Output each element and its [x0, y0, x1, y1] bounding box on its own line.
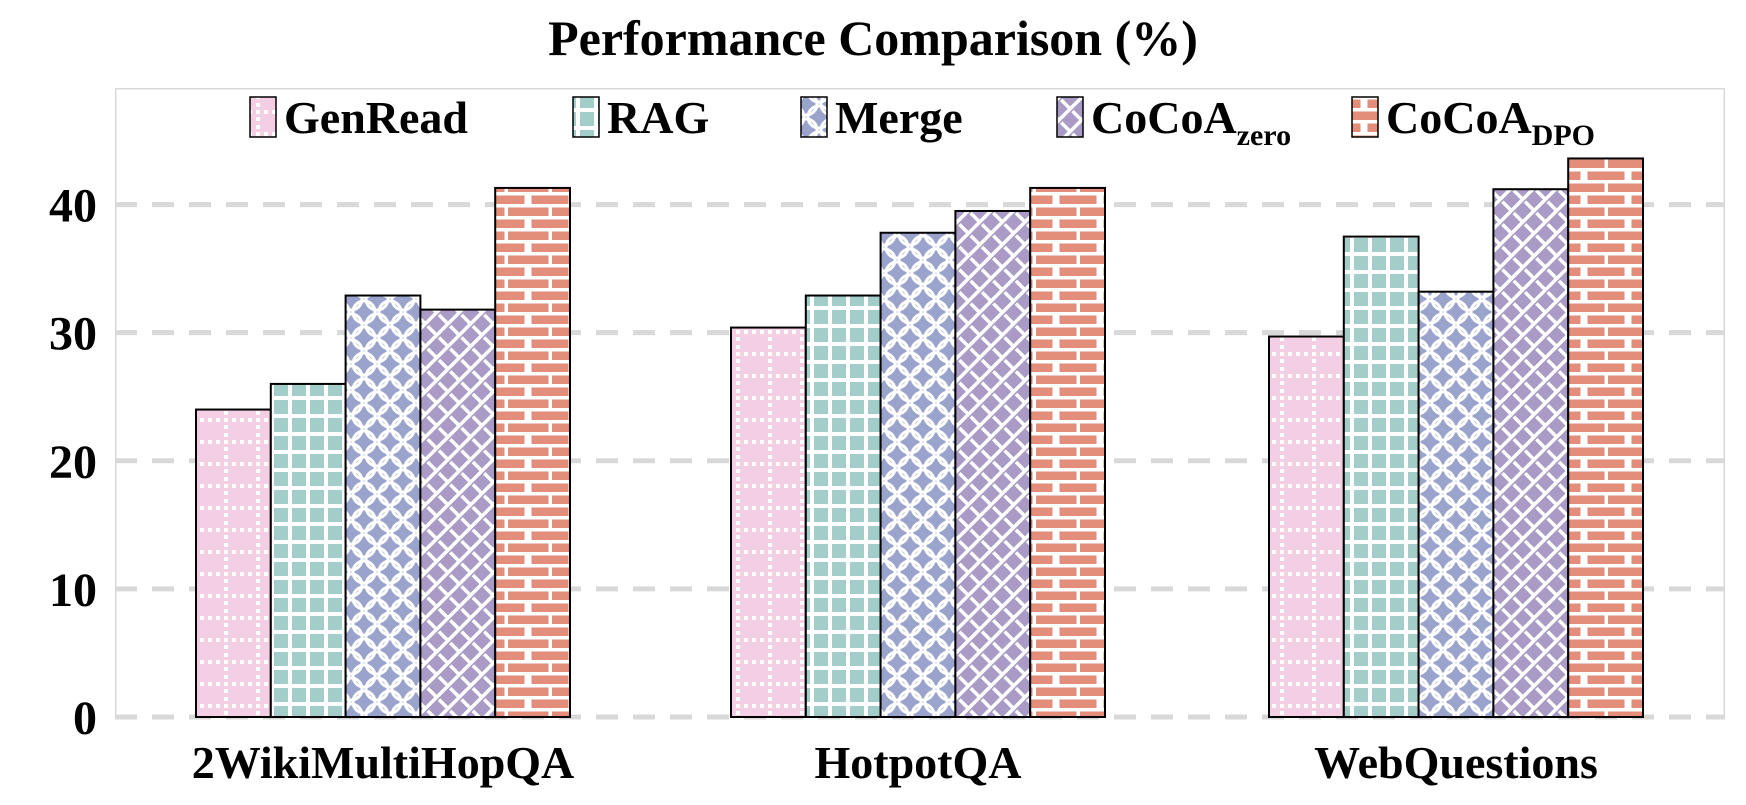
bar-cocoa-dpo-2wikimultihopqa — [494, 186, 572, 718]
bar-cocoa-zero-hotpotqa — [954, 209, 1032, 719]
plot-border — [115, 88, 1725, 717]
legend-label-genread: GenRead — [284, 92, 468, 143]
bar-cocoa-dpo-webquestions — [1567, 157, 1644, 718]
y-tick-label-30: 30 — [49, 308, 97, 361]
bar-rag-hotpotqa — [804, 294, 882, 718]
legend-swatch-rag — [572, 96, 600, 138]
bar-cocoa-dpo-hotpotqa — [1029, 186, 1106, 718]
y-tick-label-10: 10 — [49, 564, 97, 617]
bar-cocoa-zero-webquestions — [1492, 188, 1570, 718]
legend-swatch-cocoa-dpo — [1351, 96, 1379, 138]
legend-swatch-genread — [249, 96, 277, 138]
chart-title: Performance Comparison (%) — [548, 10, 1198, 66]
bar-rag-webquestions — [1342, 235, 1420, 718]
bar-genread-webquestions — [1268, 335, 1345, 718]
legend-label-rag: RAG — [607, 92, 709, 143]
x-tick-label-2wikimultihopqa: 2WikiMultiHopQA — [192, 737, 575, 788]
legend-swatch-merge — [800, 96, 828, 138]
y-tick-label-0: 0 — [73, 692, 97, 745]
x-tick-label-webquestions: WebQuestions — [1314, 737, 1598, 788]
bar-genread-2wikimultihopqa — [195, 408, 272, 718]
x-tick-label-hotpotqa: HotpotQA — [815, 737, 1022, 788]
bar-rag-2wikimultihopqa — [269, 382, 347, 718]
legend-label-merge: Merge — [835, 92, 963, 143]
y-tick-label-40: 40 — [49, 180, 97, 233]
bar-cocoa-zero-2wikimultihopqa — [419, 308, 497, 718]
bar-merge-2wikimultihopqa — [344, 294, 422, 718]
legend: GenRead RAG Merge CoCoAzero CoCoADPO — [249, 92, 1595, 152]
legend-swatch-cocoa-zero — [1056, 96, 1084, 138]
y-axis-labels: 0 10 20 30 40 — [49, 180, 97, 745]
bar-merge-webquestions — [1417, 290, 1495, 718]
bars — [195, 157, 1644, 719]
x-axis-labels: 2WikiMultiHopQA HotpotQA WebQuestions — [192, 737, 1598, 788]
y-tick-label-20: 20 — [49, 436, 97, 489]
bar-genread-hotpotqa — [730, 326, 807, 718]
legend-label-cocoa-dpo: CoCoADPO — [1386, 92, 1595, 152]
legend-label-cocoa-zero: CoCoAzero — [1091, 92, 1291, 152]
bar-merge-hotpotqa — [879, 231, 957, 718]
